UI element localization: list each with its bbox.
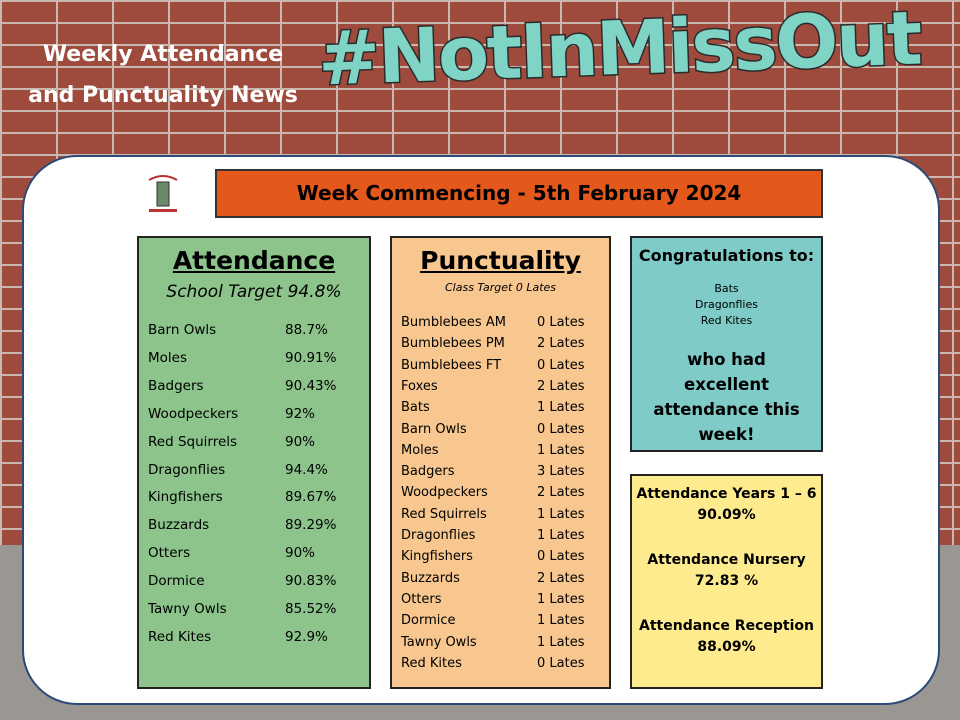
- lates-value: 1 Lates: [537, 400, 585, 416]
- class-name: Foxes: [401, 378, 438, 394]
- attendance-value: 85.52%: [285, 601, 337, 617]
- class-name: Otters: [148, 545, 191, 562]
- congrats-message: who had excellent attendance this week!: [653, 350, 800, 444]
- class-name: Red Kites: [148, 628, 212, 645]
- summary-value: 72.83 %: [694, 573, 759, 589]
- lates-value: 2 Lates: [537, 570, 585, 586]
- class-name: Tawny Owls: [148, 601, 227, 617]
- summary-label: Attendance Reception: [639, 618, 814, 634]
- class-name: Woodpeckers: [401, 485, 488, 501]
- lates-value: 1 Lates: [537, 613, 585, 629]
- class-name: Bats: [714, 282, 739, 295]
- class-name: Red Kites: [401, 655, 462, 671]
- summary-label: Attendance Years 1 – 6: [636, 486, 817, 502]
- class-name: Buzzards: [401, 570, 460, 586]
- class-name: Dormice: [148, 573, 205, 590]
- lates-value: 3 Lates: [537, 464, 585, 480]
- attendance-value: 90.83%: [285, 573, 337, 590]
- class-name: Kingfishers: [401, 549, 473, 565]
- lates-value: 2 Lates: [537, 378, 585, 394]
- lates-value: 0 Lates: [537, 655, 585, 671]
- class-name: Red Squirrels: [148, 433, 238, 450]
- lates-value: 1 Lates: [537, 528, 585, 543]
- class-name: Bats: [401, 400, 430, 416]
- class-name: Bumblebees AM: [401, 315, 506, 330]
- lates-value: 0 Lates: [537, 421, 585, 437]
- hashtag: #NotInMissOut: [315, 0, 923, 104]
- school-logo: [148, 175, 178, 212]
- lates-value: 1 Lates: [537, 442, 585, 458]
- lates-value: 2 Lates: [537, 336, 585, 352]
- title-line: and Punctuality News: [28, 83, 298, 108]
- attendance-value: 89.29%: [285, 517, 337, 534]
- attendance-value: 90%: [285, 433, 316, 450]
- target: School Target 94.8%: [166, 282, 342, 302]
- lates-value: 2 Lates: [537, 485, 585, 501]
- class-name: Red Squirrels: [401, 506, 487, 522]
- class-name: Tawny Owls: [401, 634, 477, 650]
- class-name: Woodpeckers: [148, 405, 239, 422]
- congratulations-box: Congratulations to: Bats Dragonflies Red K…: [630, 236, 823, 452]
- class-name: Kingfishers: [148, 489, 223, 506]
- class-name: Otters: [401, 591, 442, 607]
- class-name: Moles: [401, 442, 439, 458]
- class-name: Red Kites: [700, 314, 753, 327]
- lates-value: 1 Lates: [537, 506, 585, 522]
- class-name: Dragonflies: [401, 528, 476, 543]
- class-name: Bumblebees FT: [401, 357, 502, 373]
- attendance-value: 90.43%: [285, 377, 337, 394]
- class-name: Bumblebees PM: [401, 336, 505, 352]
- class-name: Badgers: [401, 464, 455, 480]
- lates-value: 0 Lates: [537, 315, 585, 330]
- class-name: Barn Owls: [401, 421, 467, 437]
- class-name: Dragonflies: [148, 461, 226, 478]
- attendance-value: 90%: [285, 545, 316, 562]
- header-title: Weekly Attendance and Punctuality News: [18, 34, 308, 116]
- class-name: Dragonflies: [695, 298, 758, 311]
- summary-value: 90.09%: [697, 507, 756, 523]
- summary-box: Attendance Years 1 – 6 90.09% Attendance N…: [630, 474, 823, 689]
- attendance-box: Attendance School Target 94.8% Barn Owls…: [137, 236, 371, 689]
- class-name: Barn Owls: [148, 322, 217, 338]
- lates-value: 1 Lates: [537, 591, 585, 607]
- lates-value: 0 Lates: [537, 549, 585, 565]
- target: Class Target 0 Lates: [445, 281, 556, 294]
- lates-value: 1 Lates: [537, 634, 585, 650]
- attendance-value: 88.7%: [285, 322, 328, 338]
- class-name: Moles: [148, 349, 187, 366]
- week-banner: Week Commencing - 5th February 2024: [215, 169, 823, 218]
- class-name: Badgers: [148, 377, 204, 394]
- attendance-value: 94.4%: [285, 461, 328, 478]
- box-title: Attendance: [172, 246, 336, 275]
- punctuality-box: Punctuality Class Target 0 Lates Bumbleb…: [390, 236, 611, 689]
- attendance-value: 89.67%: [285, 489, 337, 506]
- congrats-title: Congratulations to:: [638, 246, 815, 265]
- class-name: Dormice: [401, 613, 456, 629]
- title-line: Weekly Attendance: [42, 42, 284, 67]
- summary-value: 88.09%: [697, 639, 756, 655]
- class-name: Buzzards: [148, 517, 210, 534]
- attendance-value: 90.91%: [285, 349, 337, 366]
- lates-value: 0 Lates: [537, 357, 585, 373]
- summary-label: Attendance Nursery: [647, 552, 806, 568]
- attendance-value: 92.9%: [285, 628, 328, 645]
- box-title: Punctuality: [420, 246, 581, 275]
- attendance-value: 92%: [285, 405, 316, 422]
- names: Bats Dragonflies Red Kites: [632, 281, 821, 329]
